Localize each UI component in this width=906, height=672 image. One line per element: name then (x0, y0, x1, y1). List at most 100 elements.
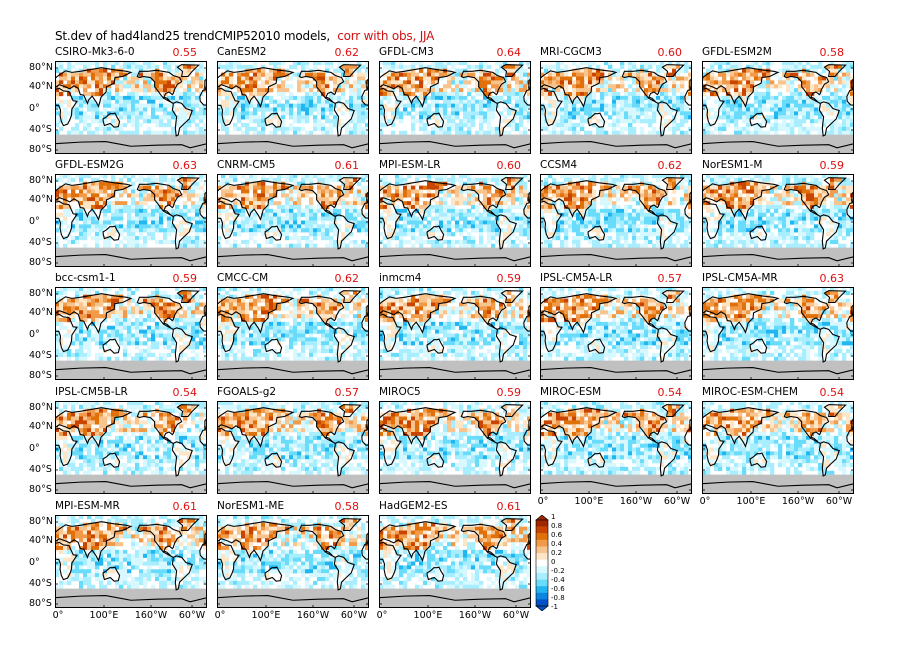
heatmap-cell (233, 138, 238, 143)
heatmap-cell (119, 134, 124, 139)
heatmap-cell (726, 61, 731, 66)
heatmap-cell (487, 134, 492, 139)
heatmap-cell (71, 150, 76, 154)
heatmap-cell (411, 142, 416, 147)
heatmap-cell (495, 146, 500, 151)
heatmap-cell (814, 107, 819, 112)
heatmap-cell (187, 239, 192, 245)
heatmap-cell (814, 88, 819, 93)
heatmap-cell (782, 64, 787, 70)
heatmap-cell (71, 247, 76, 252)
heatmap-cell (596, 84, 601, 89)
heatmap-cell (135, 68, 140, 73)
heatmap-cell (135, 212, 140, 217)
heatmap-cell (770, 115, 775, 120)
heatmap-cell (63, 201, 68, 206)
heatmap-cell (199, 130, 204, 135)
heatmap-cell (273, 177, 278, 183)
heatmap-cell (167, 181, 172, 186)
heatmap-cell (131, 174, 136, 179)
heatmap-cell (782, 126, 787, 132)
heatmap-cell (329, 212, 334, 217)
heatmap-cell (349, 130, 354, 135)
heatmap-cell (309, 201, 314, 206)
heatmap-cell (217, 80, 222, 85)
heatmap-cell (277, 177, 282, 183)
heatmap-cell (774, 103, 779, 108)
heatmap-cell (592, 99, 597, 104)
heatmap-cell (459, 92, 464, 97)
heatmap-cell (63, 138, 68, 143)
heatmap-cell (790, 126, 795, 132)
heatmap-cell (59, 174, 64, 179)
heatmap-cell (475, 138, 480, 143)
heatmap-cell (842, 138, 847, 143)
heatmap-cell (822, 138, 827, 143)
heatmap-cell (67, 80, 72, 85)
heatmap-cell (183, 236, 188, 241)
heatmap-cell (672, 95, 677, 101)
heatmap-cell (391, 64, 396, 70)
heatmap-cell (616, 134, 621, 139)
heatmap-cell (155, 224, 160, 229)
heatmap-cell (221, 177, 226, 183)
heatmap-cell (710, 61, 715, 66)
heatmap-cell (91, 107, 96, 112)
heatmap-cell (131, 150, 136, 154)
heatmap-cell (365, 123, 369, 128)
heatmap-cell (313, 142, 318, 147)
heatmap-cell (515, 92, 520, 97)
heatmap-cell (790, 99, 795, 104)
heatmap-cell (127, 247, 132, 252)
heatmap-cell (329, 99, 334, 104)
heatmap-cell (221, 146, 226, 151)
heatmap-cell (75, 259, 80, 264)
heatmap-cell (676, 61, 681, 66)
heatmap-cell (435, 130, 440, 135)
heatmap-cell (483, 95, 488, 101)
heatmap-cell (648, 76, 653, 81)
heatmap-cell (95, 201, 100, 206)
heatmap-cell (491, 111, 496, 116)
heatmap-cell (353, 212, 358, 217)
heatmap-cell (325, 134, 330, 139)
heatmap-cell (423, 84, 428, 89)
heatmap-cell (664, 111, 669, 116)
heatmap-cell (361, 174, 366, 179)
heatmap-cell (499, 111, 504, 116)
heatmap-cell (628, 95, 633, 101)
heatmap-cell (123, 236, 128, 241)
heatmap-cell (387, 80, 392, 85)
heatmap-cell (612, 111, 617, 116)
heatmap-cell (742, 84, 747, 89)
heatmap-cell (628, 64, 633, 70)
map-frame (702, 61, 854, 154)
heatmap-cell (183, 88, 188, 93)
heatmap-cell (431, 72, 436, 77)
heatmap-cell (329, 95, 334, 101)
heatmap-cell (75, 174, 80, 179)
heatmap-cell (387, 134, 392, 139)
heatmap-cell (564, 111, 569, 116)
heatmap-cell (111, 64, 116, 70)
heatmap-cell (237, 61, 242, 66)
heatmap-cell (503, 92, 508, 97)
heatmap-cell (245, 201, 250, 206)
heatmap-cell (411, 130, 416, 135)
heatmap-cell (159, 123, 164, 128)
heatmap-cell (317, 103, 322, 108)
heatmap-cell (544, 88, 549, 93)
heatmap-cell (822, 80, 827, 85)
coastline (333, 101, 355, 137)
heatmap-cell (171, 72, 176, 77)
heatmap-cell (842, 115, 847, 120)
heatmap-cell (63, 115, 68, 120)
heatmap-cell (221, 174, 226, 179)
heatmap-cell (171, 193, 176, 198)
heatmap-cell (722, 68, 727, 73)
heatmap-cell (754, 61, 759, 66)
heatmap-cell (427, 103, 432, 108)
heatmap-cell (237, 193, 242, 198)
heatmap-cell (475, 92, 480, 97)
heatmap-cell (277, 103, 282, 108)
